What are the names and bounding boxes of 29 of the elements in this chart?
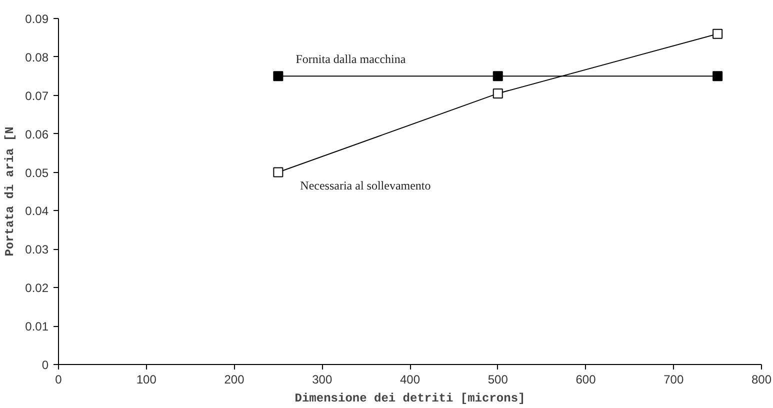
x-tick-label: 0 xyxy=(55,372,62,386)
x-tick-label: 300 xyxy=(312,372,332,386)
x-axis-title: Dimensione dei detriti [microns] xyxy=(294,392,526,406)
x-tick-label: 800 xyxy=(751,372,772,386)
series-label: Fornita dalla macchina xyxy=(296,52,406,66)
point xyxy=(273,167,284,178)
y-axis-title: Portata di aria [N xyxy=(3,126,18,256)
x-tick-label: 400 xyxy=(400,372,420,386)
y-tick-label: 0.05 xyxy=(25,166,49,180)
y-tick-label: 0.07 xyxy=(25,88,49,103)
point xyxy=(492,71,503,82)
x-tick-label: 100 xyxy=(136,372,157,386)
y-tick-label: 0.01 xyxy=(25,320,49,334)
point xyxy=(712,71,723,82)
point xyxy=(273,71,284,82)
point xyxy=(712,28,723,39)
y-tick-label: 0 xyxy=(42,358,49,372)
y-tick-label: 0.06 xyxy=(25,127,49,142)
x-tick-label: 700 xyxy=(664,372,684,386)
x-tick-label: 500 xyxy=(488,372,508,386)
point xyxy=(492,88,503,98)
series-label: Necessaria al sollevamento xyxy=(300,178,431,192)
x-tick-label: 600 xyxy=(576,372,596,386)
x-tick-label: 200 xyxy=(224,372,245,386)
y-tick-label: 0.08 xyxy=(25,50,49,64)
y-tick-label: 0.04 xyxy=(25,204,49,218)
y-tick-label: 0.03 xyxy=(25,242,49,257)
y-tick-label: 0.02 xyxy=(25,281,49,296)
y-tick-label: 0.09 xyxy=(25,12,49,26)
